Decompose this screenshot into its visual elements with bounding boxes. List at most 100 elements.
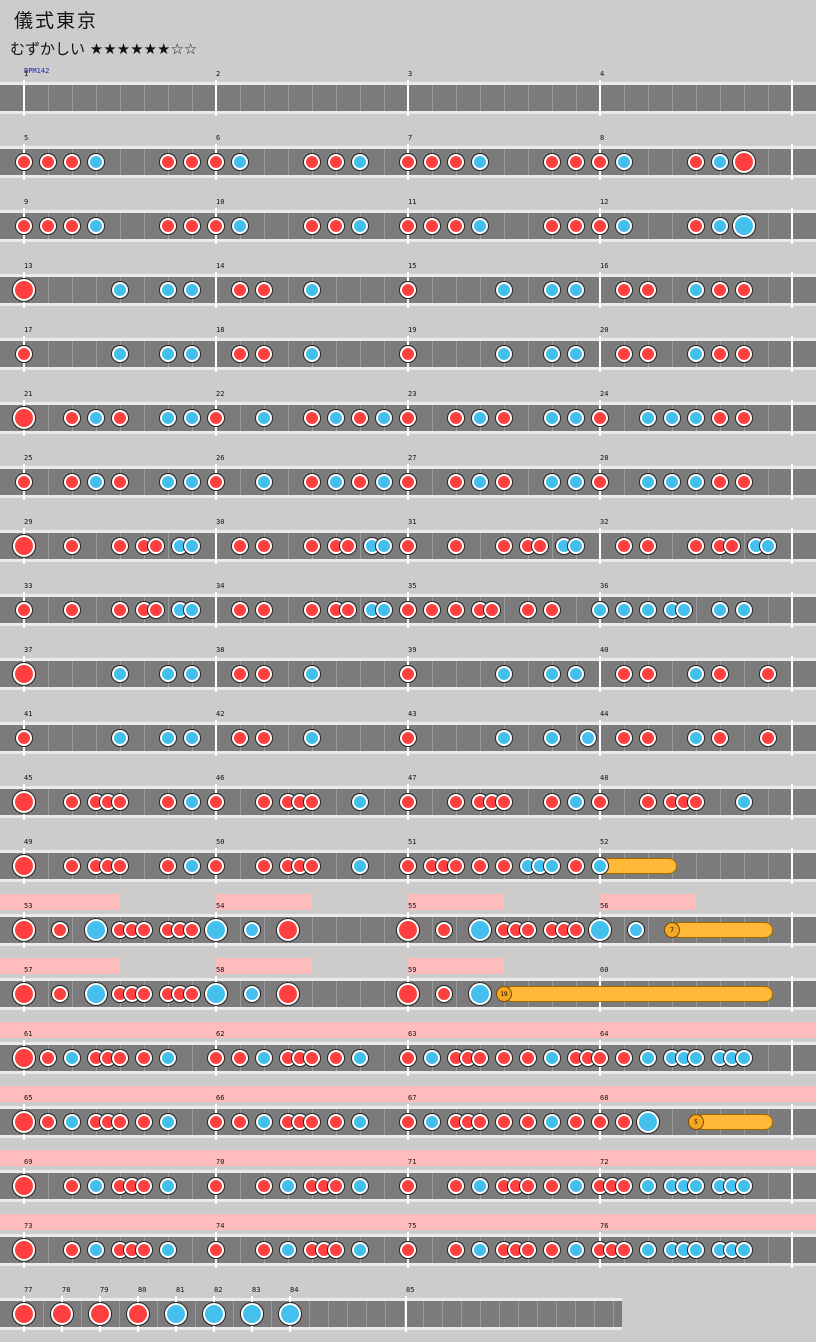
don-note (712, 666, 728, 682)
beat-line (384, 277, 385, 303)
big-ka-note (469, 919, 491, 941)
don-note (520, 602, 536, 618)
don-note (136, 922, 152, 938)
big-don-note (277, 919, 299, 941)
don-note (688, 154, 704, 170)
measure-number: 47 (408, 774, 417, 782)
don-note (328, 1114, 344, 1130)
ka-note (688, 474, 704, 490)
beat-line (360, 725, 361, 751)
bar-line (215, 272, 217, 308)
measure-number: 72 (600, 1158, 609, 1166)
don-note (712, 730, 728, 746)
don-note (400, 474, 416, 490)
note-lane (0, 592, 816, 628)
difficulty-label: むずかしい (10, 40, 86, 58)
beat-line (528, 405, 529, 431)
measure-row: 41 42 43 44 (0, 702, 816, 766)
ka-note (544, 666, 560, 682)
measure-number: 22 (216, 390, 225, 398)
don-note (232, 1050, 248, 1066)
bar-line (405, 1296, 407, 1332)
beat-line (768, 789, 769, 815)
measure-row: 25 26 27 28 (0, 446, 816, 510)
ka-note (424, 1114, 440, 1130)
bar-line (599, 656, 601, 692)
big-don-note (51, 1303, 73, 1325)
measure-number: 29 (24, 518, 33, 526)
don-note (16, 730, 32, 746)
ka-note (304, 730, 320, 746)
ka-note (88, 1178, 104, 1194)
ka-note (688, 666, 704, 682)
beat-line (336, 725, 337, 751)
beat-line (385, 1301, 386, 1327)
ka-note (256, 410, 272, 426)
beat-line (696, 85, 697, 111)
measure-number: 40 (600, 646, 609, 654)
beat-line (384, 789, 385, 815)
beat-line (144, 341, 145, 367)
don-note (64, 602, 80, 618)
don-note (304, 1114, 320, 1130)
measure-number: 44 (600, 710, 609, 718)
don-note (256, 794, 272, 810)
ka-note (640, 602, 656, 618)
drumroll-body (504, 986, 773, 1002)
beat-line (552, 533, 553, 559)
beat-line (576, 725, 577, 751)
big-don-note (13, 535, 35, 557)
beat-line (768, 597, 769, 623)
bpm-label: BPM142 (24, 67, 50, 75)
ka-note (280, 1242, 296, 1258)
don-note (136, 1050, 152, 1066)
measure-row: 9 10 11 12 (0, 190, 816, 254)
measure-row: 37 38 39 40 (0, 638, 816, 702)
big-don-note (13, 663, 35, 685)
beat-line (528, 341, 529, 367)
don-note (256, 1242, 272, 1258)
measure-number: 4 (600, 70, 605, 78)
bar-line (791, 528, 793, 564)
measure-number: 19 (408, 326, 417, 334)
bar-line (791, 208, 793, 244)
don-note (112, 1114, 128, 1130)
measure-row: 5 65 66 67 68 (0, 1086, 816, 1150)
don-note (208, 1178, 224, 1194)
bar-line (791, 656, 793, 692)
ka-note (376, 474, 392, 490)
ka-note (232, 218, 248, 234)
don-note (532, 538, 548, 554)
ka-note (160, 1178, 176, 1194)
beat-line (552, 85, 553, 111)
ka-note (544, 474, 560, 490)
beat-line (119, 1301, 120, 1327)
don-note (568, 154, 584, 170)
bar-line (599, 528, 601, 564)
big-don-note (277, 983, 299, 1005)
beat-line (384, 725, 385, 751)
don-note (544, 794, 560, 810)
beat-line (432, 789, 433, 815)
beat-line (384, 1237, 385, 1263)
ka-note (352, 1242, 368, 1258)
beat-line (96, 341, 97, 367)
don-note (184, 154, 200, 170)
measure-number: 8 (600, 134, 605, 142)
don-note (256, 666, 272, 682)
don-note (436, 986, 452, 1002)
ka-note (544, 730, 560, 746)
don-note (400, 602, 416, 618)
don-note (496, 794, 512, 810)
beat-line (48, 597, 49, 623)
beat-line (309, 1301, 310, 1327)
beat-line (288, 85, 289, 111)
beat-line (768, 341, 769, 367)
don-note (448, 794, 464, 810)
don-note (400, 538, 416, 554)
gogo-time-band (0, 894, 120, 910)
note-lane (0, 208, 816, 244)
ka-note (688, 1178, 704, 1194)
ka-note (760, 538, 776, 554)
ka-note (160, 1114, 176, 1130)
